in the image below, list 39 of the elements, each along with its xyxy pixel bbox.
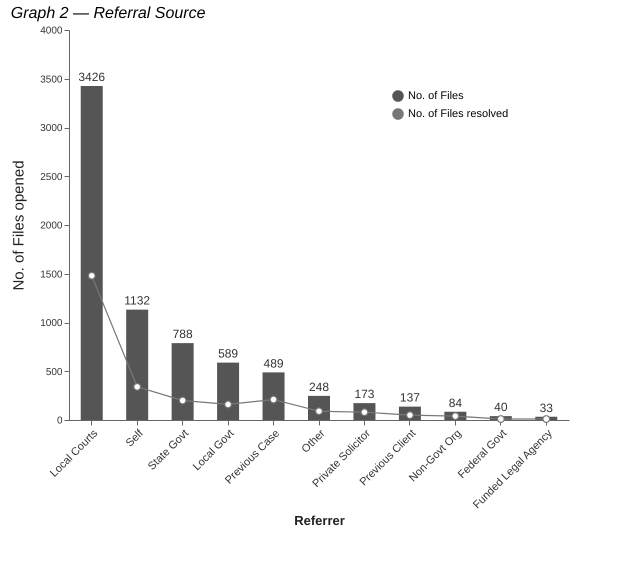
bar xyxy=(262,372,285,420)
bar xyxy=(217,362,240,420)
data-label: 173 xyxy=(354,387,375,402)
data-label: 788 xyxy=(172,327,193,342)
legend-label: No. of Files xyxy=(408,90,464,102)
bar xyxy=(172,343,194,420)
y-tick-label: 1500 xyxy=(40,269,63,280)
y-tick-label: 0 xyxy=(56,416,63,426)
data-label: 137 xyxy=(400,390,420,405)
y-tick-label: 3000 xyxy=(40,123,63,134)
point xyxy=(133,382,142,391)
y-tick-label: 1000 xyxy=(40,318,63,329)
data-label: 84 xyxy=(448,396,462,410)
data-label: 589 xyxy=(218,346,238,361)
bar xyxy=(126,310,148,420)
y-tick-label: 2000 xyxy=(40,220,63,232)
point xyxy=(178,396,187,404)
bar xyxy=(80,86,103,420)
legend-label: No. of Files resolved xyxy=(408,108,508,120)
point xyxy=(542,415,550,423)
data-label: 40 xyxy=(494,400,508,414)
data-label: 1132 xyxy=(124,294,150,308)
data-label: 248 xyxy=(308,380,330,394)
data-label: 489 xyxy=(264,356,284,370)
chart-title: Graph 2 — Referral Source xyxy=(10,5,206,22)
point xyxy=(270,396,278,404)
point xyxy=(224,400,232,408)
x-tick-label: Self xyxy=(124,426,146,450)
y-tick-label: 4000 xyxy=(40,26,63,36)
y-axis-title: No. of Files opened xyxy=(10,160,28,291)
x-axis-title: Referrer xyxy=(294,512,345,528)
point xyxy=(88,272,96,280)
point xyxy=(451,412,460,420)
y-tick-label: 2500 xyxy=(40,172,63,183)
point xyxy=(496,415,505,423)
data-label: 3426 xyxy=(78,70,106,84)
y-tick-label: 500 xyxy=(46,366,63,378)
data-label: 33 xyxy=(540,400,554,415)
y-tick-label: 3500 xyxy=(40,74,63,86)
